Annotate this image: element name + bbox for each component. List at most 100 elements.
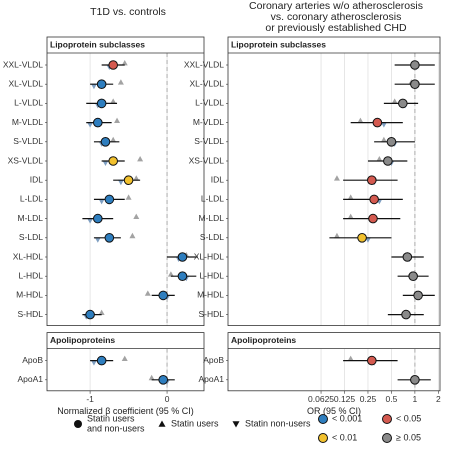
y-tick-label: XL-HDL — [194, 251, 225, 261]
chart-title: vs. coronary atherosclerosis — [271, 11, 402, 23]
panel-background — [228, 348, 440, 391]
panel-border — [46, 36, 205, 327]
users-marker — [133, 175, 140, 181]
section-label: Apolipoproteins — [50, 335, 115, 345]
users-marker — [117, 79, 124, 85]
legend-label: < 0.01 — [332, 432, 357, 442]
x-tick-label: 0.25 — [360, 394, 377, 404]
estimate-marker — [123, 175, 134, 185]
estimate-marker — [401, 309, 411, 320]
users-marker — [144, 290, 151, 296]
y-tick-label: M-VLDL — [12, 117, 43, 127]
estimate-marker — [386, 137, 397, 147]
y-tick-label: M-LDL — [17, 213, 43, 223]
chart-title: Coronary arteries w/o atherosclerosis — [249, 0, 423, 12]
users-marker — [347, 194, 354, 200]
nonusers-marker — [90, 360, 97, 366]
x-tick-label: 0 — [165, 394, 170, 404]
users-marker — [125, 194, 132, 200]
users-marker — [391, 98, 398, 104]
users-marker — [137, 156, 144, 162]
users-marker — [380, 136, 387, 143]
estimate-marker — [372, 117, 383, 128]
estimate-marker — [96, 98, 107, 109]
legend-symbol — [158, 420, 166, 427]
users-marker — [333, 175, 340, 181]
section-label: Apolipoproteins — [231, 335, 296, 345]
y-tick-label: L-LDL — [20, 194, 43, 204]
users-marker — [129, 232, 136, 239]
legend-symbol — [382, 433, 392, 443]
section-label: Lipoprotein subclasses — [231, 39, 326, 49]
estimate-marker — [383, 156, 393, 166]
legend-symbol — [74, 420, 82, 428]
y-tick-label: XL-HDL — [13, 251, 44, 261]
nonusers-marker — [102, 160, 109, 166]
users-marker — [167, 271, 174, 277]
y-tick-label: ApoA1 — [198, 374, 224, 384]
estimate-marker — [367, 175, 377, 185]
estimate-marker — [108, 156, 118, 166]
nonusers-marker — [90, 83, 97, 90]
users-marker — [114, 117, 121, 123]
estimate-marker — [92, 117, 103, 128]
panel-background — [47, 348, 204, 391]
panel-background — [228, 53, 440, 326]
x-axis-label: OR (95 % CI) — [307, 406, 361, 416]
y-tick-label: S-VLDL — [13, 136, 43, 146]
estimate-marker — [369, 194, 379, 205]
nonusers-marker — [94, 237, 101, 243]
estimate-marker — [158, 290, 169, 301]
nonusers-marker — [380, 122, 387, 128]
y-tick-label: IDL — [30, 174, 44, 184]
estimate-marker — [408, 271, 418, 282]
y-tick-label: M-VLDL — [193, 117, 224, 127]
panel-border — [46, 332, 205, 392]
y-tick-label: XL-VLDL — [190, 78, 225, 88]
legend-label: < 0.001 — [332, 413, 362, 423]
x-tick-label: 1 — [413, 394, 418, 404]
legend-label: Statin non-users — [245, 418, 311, 428]
users-marker — [121, 60, 128, 66]
y-tick-label: M-LDL — [198, 213, 224, 223]
nonusers-marker — [87, 122, 94, 128]
users-marker — [347, 355, 354, 361]
x-axis-label: Normalized β coefficient (95 % CI) — [57, 406, 194, 416]
x-tick-label: -1 — [86, 394, 94, 404]
y-tick-label: L-HDL — [18, 270, 43, 280]
y-tick-label: S-HDL — [17, 309, 43, 319]
x-tick-label: 0.125 — [334, 394, 356, 404]
estimate-marker — [96, 79, 107, 89]
y-tick-label: L-VLDL — [14, 98, 43, 108]
estimate-marker — [402, 252, 413, 262]
legend-label: Statin users — [87, 413, 135, 423]
users-marker — [98, 309, 105, 315]
users-marker — [357, 117, 364, 123]
estimate-marker — [410, 79, 420, 89]
chart-title: or previously established CHD — [265, 22, 407, 34]
users-marker — [110, 136, 117, 143]
estimate-marker — [92, 213, 103, 224]
legend-label: < 0.05 — [396, 413, 421, 423]
users-marker — [148, 374, 155, 381]
estimate-marker — [398, 98, 408, 109]
users-marker — [121, 355, 128, 361]
y-tick-label: XL-VLDL — [9, 78, 44, 88]
y-tick-label: S-HDL — [198, 309, 224, 319]
panel-background — [47, 53, 204, 326]
estimate-marker — [410, 60, 420, 70]
nonusers-marker — [98, 199, 105, 205]
panel-border — [227, 332, 441, 392]
y-tick-label: S-VLDL — [194, 136, 224, 146]
legend-symbol — [318, 414, 328, 424]
x-tick-label: 0.0625 — [308, 394, 334, 404]
nonusers-marker — [87, 218, 94, 224]
section-label: Lipoprotein subclasses — [50, 39, 145, 49]
estimate-marker — [357, 233, 367, 243]
y-tick-label: XS-VLDL — [8, 155, 44, 165]
x-tick-label: 0.5 — [386, 394, 398, 404]
legend-label: and non-users — [87, 423, 145, 433]
x-tick-label: 2 — [436, 394, 441, 404]
estimate-marker — [158, 375, 169, 385]
